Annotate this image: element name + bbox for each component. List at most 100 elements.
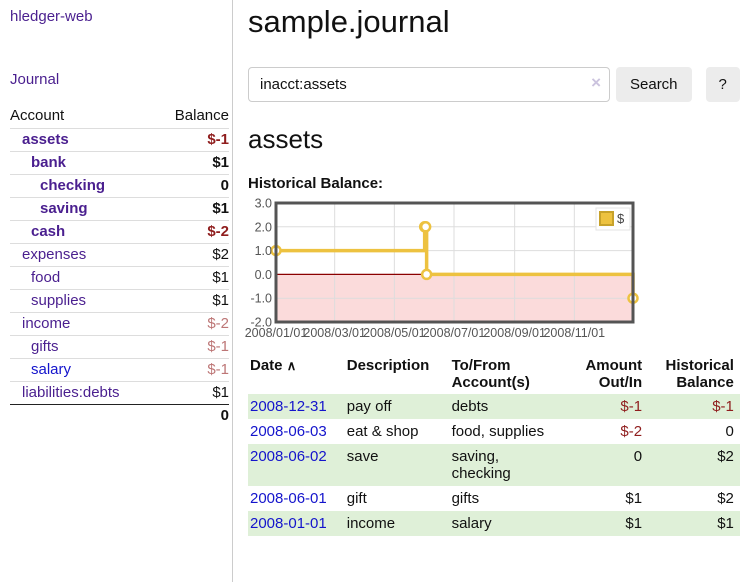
svg-text:2008/09/01: 2008/09/01 — [483, 326, 546, 340]
transaction-description: income — [346, 515, 396, 532]
column-header-balance: Historical Balance — [665, 357, 734, 391]
sidebar-item-journal[interactable]: Journal — [10, 71, 60, 88]
account-link[interactable]: supplies — [31, 292, 87, 309]
account-balance: $-1 — [156, 358, 229, 382]
accounts-table: Account Balance assets $-1 bank $1 checking 0… — [10, 104, 229, 427]
clear-search-icon[interactable]: × — [591, 73, 601, 92]
historical-balance-chart[interactable]: $3.0 2.0 1.0 0.0 -1.0 -2.0 2008/01/01 2008/03/0… — [245, 197, 740, 342]
account-link[interactable]: checking — [40, 177, 106, 194]
account-balance: $1 — [156, 151, 229, 175]
transaction-amount: $1 — [625, 515, 643, 532]
legend-swatch — [599, 211, 614, 226]
accounts-total-value: 0 — [156, 404, 229, 427]
transaction-amount: $1 — [625, 490, 643, 507]
account-row: expenses $2 — [10, 243, 229, 267]
transaction-balance: $2 — [717, 448, 734, 465]
transaction-description: save — [346, 448, 379, 465]
account-balance: 0 — [156, 174, 229, 198]
svg-text:2008/05/01: 2008/05/01 — [363, 326, 426, 340]
svg-text:1.0: 1.0 — [255, 244, 272, 258]
svg-text:2.0: 2.0 — [255, 220, 272, 234]
account-balance: $-1 — [156, 128, 229, 152]
account-link[interactable]: liabilities:debts — [22, 384, 120, 401]
accounts-table-body: assets $-1 bank $1 checking 0 saving $1 cash $-2 e… — [10, 128, 229, 405]
account-balance: $1 — [156, 197, 229, 221]
transaction-balance: $2 — [717, 490, 734, 507]
transaction-description: eat & shop — [346, 423, 419, 440]
account-balance: $1 — [156, 289, 229, 313]
account-row: supplies $1 — [10, 289, 229, 313]
help-button[interactable]: ? — [705, 67, 740, 102]
transaction-accounts: saving, checking — [451, 448, 511, 482]
column-header-amount: Amount Out/In — [585, 357, 643, 391]
account-link[interactable]: gifts — [31, 338, 59, 355]
transaction-date-link[interactable]: 2008-12-31 — [250, 398, 327, 415]
transaction-row: 2008-12-31 pay off debts $-1 $-1 — [248, 394, 740, 419]
column-header-date[interactable]: Date ∧ — [250, 357, 297, 374]
main-content: sample.journal × Search ? assets Histori… — [233, 0, 742, 582]
account-balance: $-2 — [156, 220, 229, 244]
svg-text:2008/11/01: 2008/11/01 — [543, 326, 605, 340]
account-balance: $2 — [156, 243, 229, 267]
account-link[interactable]: cash — [31, 223, 66, 240]
transaction-amount: $-1 — [620, 398, 643, 415]
transaction-date-link[interactable]: 2008-01-01 — [250, 515, 327, 532]
svg-text:2008/03/01: 2008/03/01 — [303, 326, 366, 340]
transaction-row: 2008-01-01 income salary $1 $1 — [248, 511, 740, 536]
account-row: assets $-1 — [10, 128, 229, 152]
search-input[interactable] — [248, 67, 610, 102]
register-table-body: 2008-12-31 pay off debts $-1 $-1 2008-06-03 ea… — [248, 394, 740, 536]
svg-text:0.0: 0.0 — [255, 268, 272, 282]
account-row: income $-2 — [10, 312, 229, 336]
register-table: Date ∧ Description To/From Account(s) Am… — [248, 354, 740, 536]
svg-text:3.0: 3.0 — [255, 197, 272, 211]
account-balance: $-1 — [156, 335, 229, 359]
account-page-title: assets — [248, 124, 324, 154]
account-link[interactable]: saving — [40, 200, 88, 217]
svg-text:2008/01/01: 2008/01/01 — [245, 326, 308, 340]
chart-legend: $ — [595, 207, 631, 231]
sidebar: hledger-web Journal Account Balance asse… — [0, 0, 233, 582]
transaction-date-link[interactable]: 2008-06-02 — [250, 448, 327, 465]
transaction-balance: $-1 — [712, 398, 734, 415]
account-balance: $-2 — [156, 312, 229, 336]
transaction-amount: $-2 — [620, 423, 643, 440]
account-link[interactable]: expenses — [22, 246, 87, 263]
search-button[interactable]: Search — [616, 67, 692, 102]
account-row: saving $1 — [10, 197, 229, 221]
transaction-row: 2008-06-02 save saving, checking 0 $2 — [248, 444, 740, 486]
transaction-date-link[interactable]: 2008-06-03 — [250, 423, 327, 440]
account-link[interactable]: income — [22, 315, 71, 332]
transaction-row: 2008-06-03 eat & shop food, supplies $-2 0 — [248, 419, 740, 444]
account-link[interactable]: bank — [31, 154, 67, 171]
account-balance: $1 — [156, 381, 229, 405]
accounts-total-row: 0 — [10, 404, 229, 427]
sort-asc-icon: ∧ — [286, 358, 297, 373]
svg-text:-2.0: -2.0 — [250, 316, 272, 330]
transaction-description: pay off — [346, 398, 392, 415]
transaction-amount: 0 — [633, 448, 643, 465]
chart-label: Historical Balance: — [248, 175, 384, 192]
legend-label: $ — [617, 211, 625, 226]
transaction-accounts: gifts — [451, 490, 480, 507]
transaction-date-link[interactable]: 2008-06-01 — [250, 490, 327, 507]
transaction-accounts: debts — [451, 398, 489, 415]
account-row: checking 0 — [10, 174, 229, 198]
svg-text:2008/07/01: 2008/07/01 — [423, 326, 486, 340]
account-link[interactable]: food — [31, 269, 61, 286]
page-title: sample.journal — [248, 4, 450, 39]
app-brand[interactable]: hledger-web — [10, 8, 93, 25]
transaction-description: gift — [346, 490, 367, 507]
transaction-accounts: salary — [451, 515, 492, 532]
account-link[interactable]: salary — [31, 361, 72, 378]
column-header-accounts: To/From Account(s) — [451, 357, 530, 391]
transaction-accounts: food, supplies — [451, 423, 545, 440]
search-bar: × Search ? — [248, 67, 740, 102]
accounts-header-account: Account — [10, 107, 65, 124]
register-header-row: Date ∧ Description To/From Account(s) Am… — [248, 354, 740, 394]
transaction-balance: 0 — [725, 423, 734, 440]
svg-text:-1.0: -1.0 — [250, 292, 272, 306]
account-row: food $1 — [10, 266, 229, 290]
account-link[interactable]: assets — [22, 131, 69, 148]
